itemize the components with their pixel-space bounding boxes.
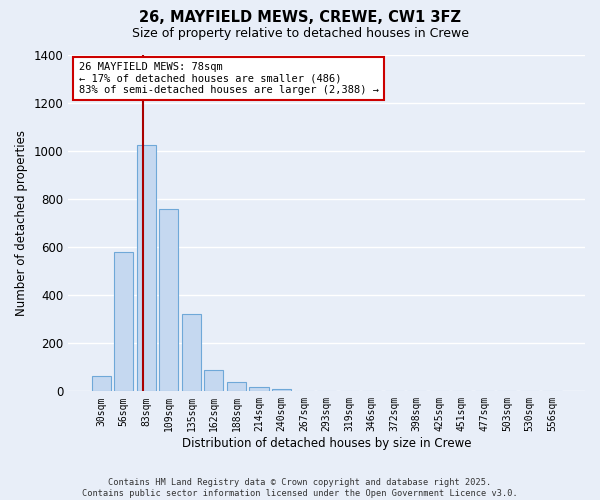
Bar: [137, 145, 156, 392]
Bar: [114, 252, 133, 392]
Text: 26 MAYFIELD MEWS: 78sqm
← 17% of detached houses are smaller (486)
83% of semi-d: 26 MAYFIELD MEWS: 78sqm ← 17% of detache…: [79, 62, 379, 95]
Y-axis label: Number of detached properties: Number of detached properties: [15, 130, 28, 316]
Bar: [182, 314, 201, 392]
Bar: [205, 370, 223, 392]
Bar: [159, 209, 178, 392]
X-axis label: Distribution of detached houses by size in Crewe: Distribution of detached houses by size …: [182, 437, 472, 450]
Text: 26, MAYFIELD MEWS, CREWE, CW1 3FZ: 26, MAYFIELD MEWS, CREWE, CW1 3FZ: [139, 10, 461, 25]
Bar: [250, 387, 269, 392]
Bar: [227, 382, 246, 392]
Text: Contains HM Land Registry data © Crown copyright and database right 2025.
Contai: Contains HM Land Registry data © Crown c…: [82, 478, 518, 498]
Bar: [272, 389, 291, 392]
Text: Size of property relative to detached houses in Crewe: Size of property relative to detached ho…: [131, 28, 469, 40]
Bar: [92, 376, 111, 392]
